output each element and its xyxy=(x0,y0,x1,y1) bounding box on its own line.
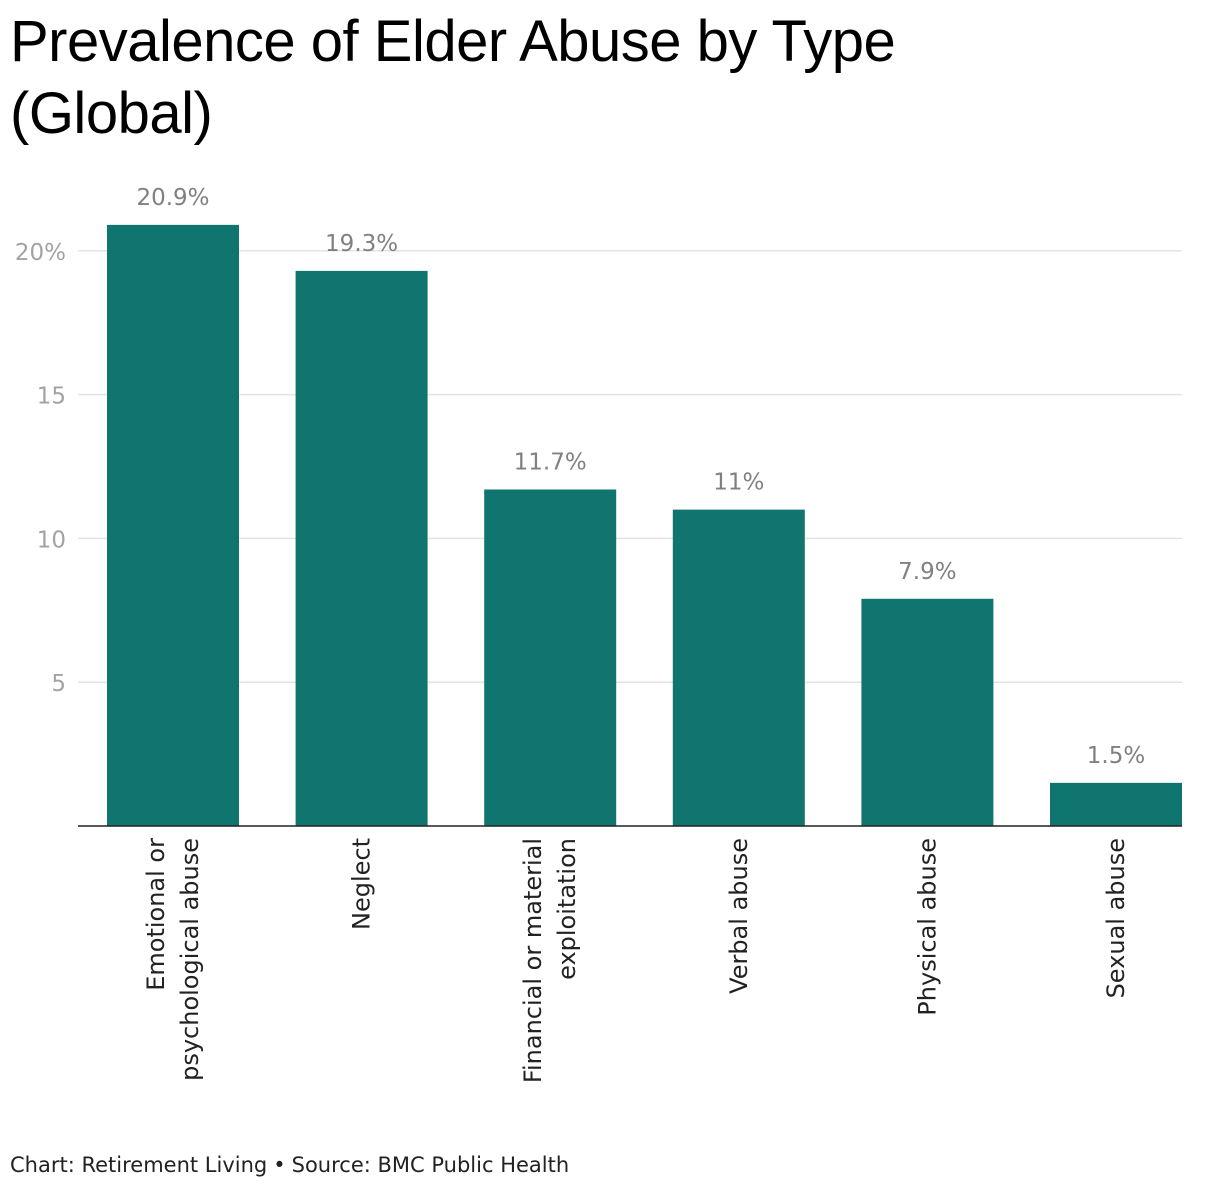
bar xyxy=(672,509,805,826)
svg-text:Sexual abuse: Sexual abuse xyxy=(1102,838,1130,998)
svg-text:Verbal abuse: Verbal abuse xyxy=(725,838,753,994)
value-label: 19.3% xyxy=(325,231,398,257)
bar-chart: 5 10 15 20% 20.9% 19.3% 11.7% 11% 7.9% 1.5% Emot… xyxy=(15,185,1182,1083)
value-labels: 20.9% 19.3% 11.7% 11% 7.9% 1.5% xyxy=(136,185,1145,769)
x-tick-label: Financial or material exploitation xyxy=(519,838,581,1083)
value-label: 1.5% xyxy=(1087,743,1145,769)
bar xyxy=(107,224,239,826)
bars xyxy=(107,224,1182,826)
bar xyxy=(295,270,428,826)
x-axis-labels: Emotional or psychological abuse Neglect Fi… xyxy=(142,838,1130,1083)
chart-credit: Chart: Retirement Living xyxy=(10,1153,268,1177)
value-label: 20.9% xyxy=(136,185,209,211)
gridlines xyxy=(78,250,1182,683)
x-tick-label: Neglect xyxy=(348,838,376,930)
x-tick-label: Emotional or psychological abuse xyxy=(142,838,204,1081)
x-tick-label: Verbal abuse xyxy=(725,838,753,994)
chart-footer: Chart: Retirement Living • Source: BMC Pub… xyxy=(10,1153,569,1177)
y-tick-label: 10 xyxy=(37,527,66,553)
x-tick-label: Physical abuse xyxy=(913,838,941,1016)
x-tick-label: Sexual abuse xyxy=(1102,838,1130,998)
chart-source: Source: BMC Public Health xyxy=(291,1153,570,1177)
y-tick-label: 20% xyxy=(15,240,66,266)
bar xyxy=(1050,782,1182,826)
y-tick-label: 5 xyxy=(51,671,66,697)
footer-separator: • xyxy=(273,1153,286,1177)
svg-text:Neglect: Neglect xyxy=(348,838,376,930)
bar xyxy=(484,489,617,826)
value-label: 11% xyxy=(713,470,764,496)
value-label: 7.9% xyxy=(898,559,956,585)
bar xyxy=(861,598,994,826)
chart-title: Prevalence of Elder Abuse by Type (Globa… xyxy=(10,9,896,146)
y-axis-ticks: 5 10 15 20% xyxy=(15,240,66,697)
value-label: 11.7% xyxy=(514,449,587,475)
svg-text:Physical abuse: Physical abuse xyxy=(913,838,941,1016)
y-tick-label: 15 xyxy=(37,384,66,410)
